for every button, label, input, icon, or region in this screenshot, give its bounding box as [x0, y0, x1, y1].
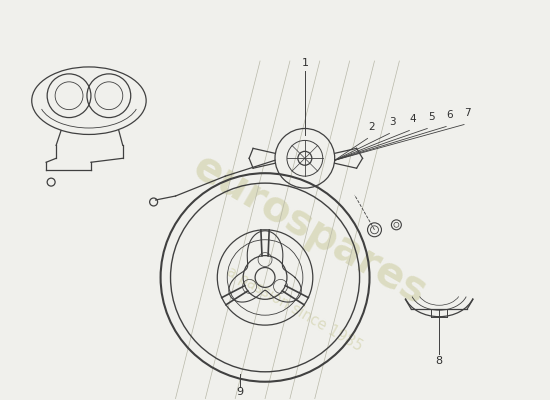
Text: 5: 5 [428, 112, 435, 122]
Text: 2: 2 [368, 122, 375, 132]
Text: 6: 6 [446, 110, 453, 120]
Text: 7: 7 [464, 108, 470, 118]
Text: eurospares: eurospares [185, 146, 434, 314]
Text: a passion since 1985: a passion since 1985 [224, 264, 365, 354]
Text: 9: 9 [236, 387, 244, 397]
Text: 4: 4 [409, 114, 416, 124]
Text: 8: 8 [436, 356, 443, 366]
Text: 1: 1 [301, 58, 309, 68]
Text: 3: 3 [389, 116, 395, 126]
